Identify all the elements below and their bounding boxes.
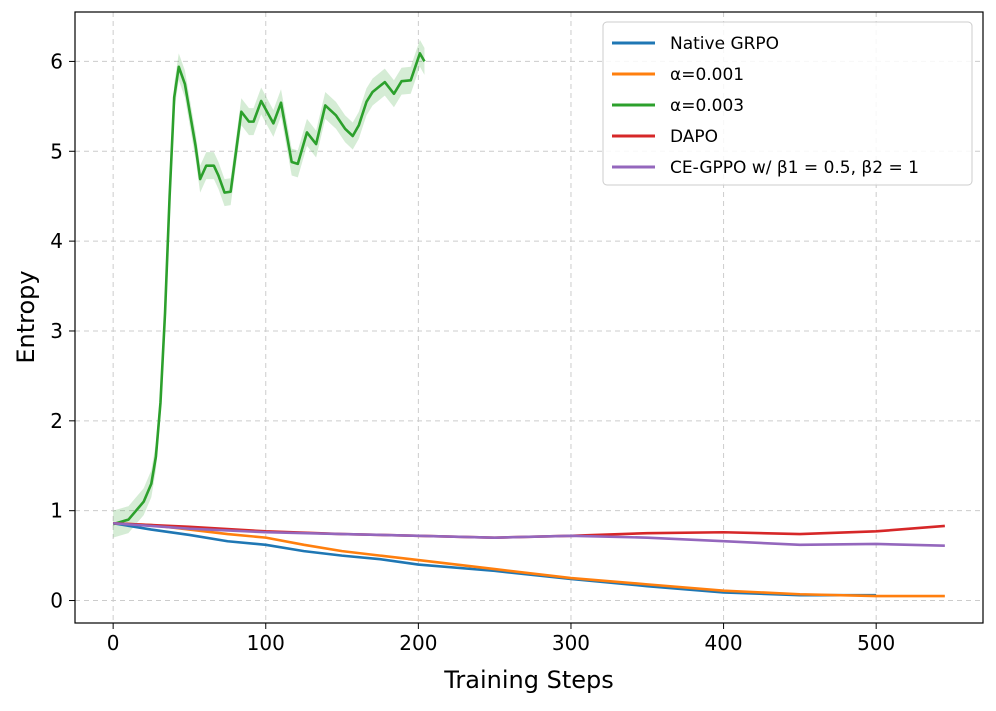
x-tick-label: 400 — [704, 631, 742, 655]
y-tick-label: 4 — [50, 229, 63, 253]
series-lines — [112, 52, 945, 598]
legend-label: DAPO — [670, 127, 718, 147]
legend-label: α=0.001 — [670, 65, 744, 85]
y-tick-label: 0 — [50, 589, 63, 613]
y-tick-label: 3 — [50, 319, 63, 343]
legend-label: Native GRPO — [670, 34, 779, 54]
grid — [75, 12, 983, 623]
legend-box — [602, 21, 973, 186]
series-line-0 — [112, 521, 877, 597]
legend-label: CE-GPPO w/ β1 = 0.5, β2 = 1 — [670, 158, 919, 178]
bands — [113, 39, 425, 538]
x-tick-label: 300 — [552, 631, 590, 655]
ticks: 0 100 200 300 400 500 0 1 2 3 4 5 6 — [50, 49, 895, 655]
x-axis-label: Training Steps — [443, 666, 613, 694]
y-axis-label: Entropy — [12, 270, 40, 363]
plot-frame — [74, 11, 984, 624]
y-tick-label: 6 — [50, 49, 63, 73]
band-2 — [113, 39, 425, 538]
legend-label: α=0.003 — [670, 96, 744, 116]
y-tick-label: 2 — [50, 409, 63, 433]
y-tick-label: 5 — [50, 139, 63, 163]
x-tick-label: 500 — [857, 631, 895, 655]
x-tick-label: 200 — [399, 631, 437, 655]
y-tick-label: 1 — [50, 499, 63, 523]
series-line-4 — [113, 521, 945, 548]
x-tick-label: 100 — [247, 631, 285, 655]
x-tick-label: 0 — [107, 631, 120, 655]
series-line-1 — [113, 521, 945, 598]
legend: Native GRPO α=0.001 α=0.003 DAPO CE-GPPO w/ … — [602, 21, 973, 186]
series-line-2 — [112, 52, 426, 526]
